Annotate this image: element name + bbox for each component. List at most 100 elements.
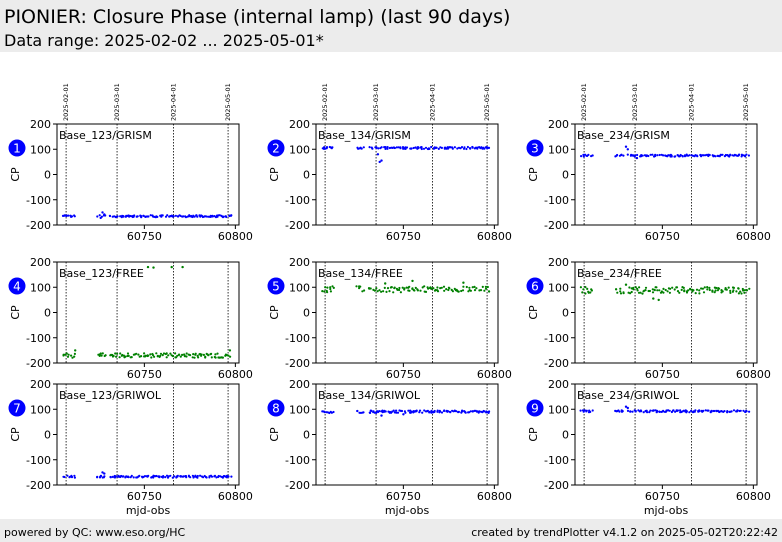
data-point bbox=[174, 214, 177, 217]
data-point bbox=[390, 286, 393, 289]
data-point bbox=[189, 476, 192, 479]
page-subtitle: Data range: 2025-02-02 ... 2025-05-01* bbox=[4, 31, 324, 50]
data-point bbox=[154, 475, 157, 478]
data-point bbox=[662, 409, 665, 412]
data-point bbox=[616, 153, 619, 157]
chart-panel-6: -200 -100 0 100 200 60750 60800 CP Base_234/FREE… bbox=[526, 256, 771, 381]
data-point bbox=[418, 409, 422, 412]
data-point bbox=[171, 476, 174, 479]
y-tick-label: 0 bbox=[562, 307, 569, 320]
data-point bbox=[185, 352, 188, 355]
data-point bbox=[706, 288, 709, 291]
data-point bbox=[120, 474, 123, 478]
chart-panel-2: 2025-02-01 2025-03-01 2025-04-01 2025-05-01… bbox=[267, 83, 512, 243]
data-point bbox=[432, 287, 435, 290]
data-point bbox=[475, 287, 478, 290]
data-point bbox=[384, 147, 387, 150]
data-point bbox=[423, 285, 426, 288]
data-point bbox=[323, 146, 326, 149]
data-point bbox=[460, 146, 464, 149]
panel-label: Base_123/FREE bbox=[59, 267, 144, 280]
y-tick-label: 200 bbox=[30, 256, 51, 269]
data-point bbox=[435, 146, 438, 149]
data-point-outlier bbox=[411, 279, 414, 283]
data-point bbox=[356, 409, 359, 413]
data-point bbox=[170, 354, 173, 357]
data-point bbox=[456, 147, 459, 150]
data-point bbox=[179, 355, 182, 358]
data-point bbox=[488, 410, 491, 413]
data-point bbox=[405, 146, 409, 149]
data-point-outlier bbox=[624, 405, 628, 408]
data-point bbox=[118, 356, 121, 359]
data-point bbox=[401, 146, 405, 149]
data-point bbox=[622, 154, 625, 157]
data-point bbox=[363, 289, 366, 292]
data-point bbox=[179, 214, 182, 217]
data-point bbox=[98, 214, 101, 217]
data-point bbox=[70, 354, 73, 357]
data-point bbox=[587, 153, 590, 156]
x-tick-label: 60800 bbox=[218, 490, 253, 503]
data-point bbox=[323, 411, 326, 414]
data-point bbox=[386, 146, 389, 149]
data-point bbox=[729, 153, 732, 156]
data-point bbox=[393, 287, 396, 290]
data-point bbox=[662, 287, 665, 290]
y-tick-label: 100 bbox=[30, 143, 51, 156]
data-point bbox=[447, 288, 450, 292]
data-point bbox=[687, 289, 690, 292]
data-point bbox=[162, 475, 165, 478]
data-point bbox=[114, 352, 117, 355]
data-point bbox=[194, 353, 197, 356]
data-point bbox=[638, 286, 641, 289]
data-point bbox=[671, 286, 674, 289]
data-point bbox=[207, 215, 210, 218]
y-tick-label: -200 bbox=[26, 479, 51, 492]
y-tick-label: -100 bbox=[26, 332, 51, 345]
data-point bbox=[162, 352, 166, 355]
data-point bbox=[209, 353, 212, 356]
data-point bbox=[411, 287, 414, 290]
y-tick-label: -200 bbox=[285, 219, 310, 232]
data-point bbox=[469, 289, 472, 292]
data-point bbox=[436, 290, 440, 293]
date-marker-label: 2025-05-01 bbox=[742, 83, 750, 121]
data-point bbox=[378, 289, 381, 292]
data-point bbox=[714, 289, 717, 292]
data-point-outlier bbox=[624, 283, 628, 286]
x-axis-label: mjd-obs bbox=[126, 504, 171, 517]
data-point bbox=[116, 352, 119, 355]
data-point bbox=[587, 290, 590, 293]
data-point bbox=[716, 289, 720, 292]
data-point bbox=[182, 475, 185, 478]
data-point bbox=[698, 409, 701, 412]
data-point bbox=[420, 146, 423, 149]
data-point bbox=[629, 292, 632, 295]
data-point bbox=[422, 147, 426, 150]
data-point bbox=[654, 153, 657, 156]
data-point bbox=[122, 215, 125, 218]
data-point bbox=[631, 410, 634, 413]
y-axis-label: CP bbox=[527, 167, 540, 182]
data-point bbox=[626, 153, 629, 156]
data-point bbox=[658, 153, 661, 157]
data-point bbox=[200, 214, 203, 217]
data-point bbox=[698, 292, 701, 295]
date-marker-label: 2025-04-01 bbox=[169, 83, 177, 121]
footer-credit[interactable]: powered by QC: www.eso.org/HC bbox=[4, 526, 186, 539]
x-tick-label: 60750 bbox=[645, 230, 680, 243]
data-point bbox=[675, 286, 679, 289]
data-point bbox=[584, 286, 587, 289]
data-point bbox=[440, 286, 443, 289]
data-point bbox=[484, 285, 487, 288]
data-point bbox=[646, 411, 649, 414]
data-point bbox=[700, 287, 703, 290]
data-point bbox=[132, 476, 135, 479]
data-point bbox=[739, 290, 742, 293]
data-point bbox=[665, 154, 668, 157]
data-point bbox=[582, 288, 585, 291]
data-point bbox=[176, 354, 179, 357]
y-tick-label: 100 bbox=[30, 403, 51, 416]
data-point bbox=[217, 475, 220, 479]
